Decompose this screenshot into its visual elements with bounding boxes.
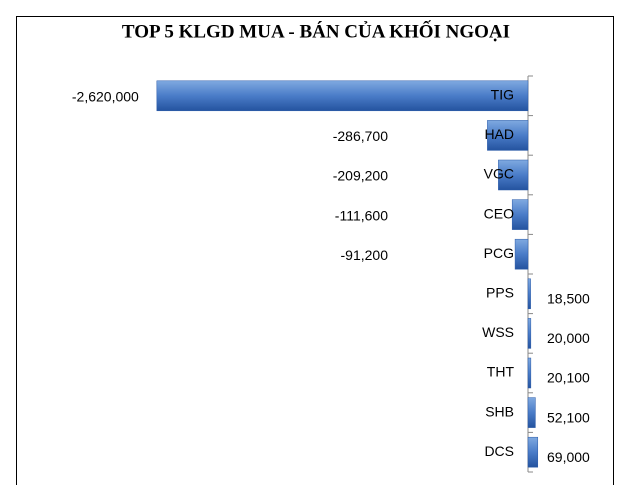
bar: [511, 199, 529, 230]
category-label: SHB: [485, 403, 514, 419]
category-label: PCG: [484, 245, 514, 261]
category-label: WSS: [482, 324, 514, 340]
bar: [527, 397, 536, 428]
category-label: VGC: [484, 166, 514, 182]
bar: [527, 357, 532, 389]
value-label: -91,200: [341, 247, 389, 263]
frame: [16, 16, 614, 485]
value-label: -111,600: [335, 207, 388, 223]
value-label: 52,100: [547, 409, 590, 425]
bar: [527, 436, 539, 468]
value-label: -2,620,000: [72, 89, 139, 105]
value-label: 20,100: [547, 370, 590, 386]
bar: [527, 318, 532, 349]
category-label: THT: [487, 364, 515, 380]
bar: [498, 159, 529, 191]
value-label: 18,500: [547, 291, 590, 307]
bar: [514, 238, 529, 270]
value-label: 69,000: [547, 449, 590, 465]
category-label: TIG: [491, 87, 514, 103]
chart-title: TOP 5 KLGD MUA - BÁN CỦA KHỐI NGOẠI: [122, 20, 510, 42]
bar: [156, 80, 529, 112]
category-label: PPS: [486, 285, 514, 301]
value-label: -209,200: [333, 168, 388, 184]
value-label: 20,000: [547, 330, 590, 346]
category-label: HAD: [484, 126, 514, 142]
value-label: -286,700: [333, 128, 388, 144]
bar: [527, 278, 531, 310]
category-label: CEO: [484, 205, 514, 221]
category-label: DCS: [484, 443, 514, 459]
bar: [487, 120, 529, 151]
